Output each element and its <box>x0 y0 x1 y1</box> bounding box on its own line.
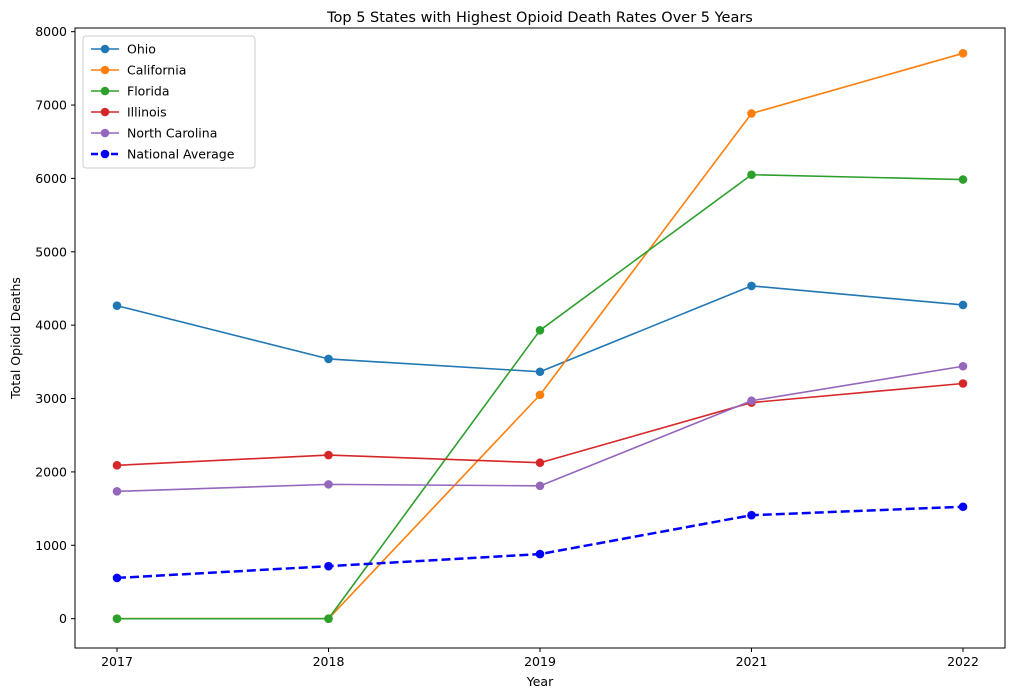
legend-swatch-marker-illinois <box>100 107 110 117</box>
series-florida <box>112 170 968 623</box>
data-point-national-average <box>958 502 968 512</box>
data-point-florida <box>535 325 545 335</box>
data-point-national-average <box>535 549 545 559</box>
legend-swatch-marker-national-average <box>100 149 110 159</box>
legend-label-california: California <box>127 63 186 78</box>
legend-swatch-marker-california <box>100 65 110 75</box>
legend-label-illinois: Illinois <box>127 105 167 120</box>
x-tick-label: 2021 <box>736 654 768 669</box>
data-point-ohio <box>112 301 122 311</box>
x-tick-label: 2018 <box>313 654 345 669</box>
y-tick-label: 5000 <box>35 244 67 259</box>
data-point-north-carolina <box>535 481 545 491</box>
series-north-carolina <box>112 361 968 496</box>
data-point-florida <box>958 175 968 184</box>
data-point-ohio <box>535 367 545 377</box>
legend-label-national-average: National Average <box>127 147 235 162</box>
data-point-ohio <box>324 354 333 364</box>
y-tick-label: 0 <box>59 611 67 626</box>
data-point-florida <box>747 170 756 180</box>
data-point-illinois <box>958 379 968 388</box>
y-tick-label: 4000 <box>35 318 67 333</box>
legend-swatch-marker-north-carolina <box>100 128 110 138</box>
data-point-florida <box>324 614 333 623</box>
data-point-north-carolina <box>958 361 968 371</box>
x-tick-label: 2022 <box>947 654 979 669</box>
y-tick-label: 7000 <box>35 98 67 113</box>
legend-label-north-carolina: North Carolina <box>127 126 217 141</box>
y-tick-label: 1000 <box>35 538 67 553</box>
data-point-ohio <box>958 300 968 310</box>
legend-label-ohio: Ohio <box>127 42 156 57</box>
data-point-national-average <box>112 573 122 583</box>
series-national-average <box>112 502 968 583</box>
y-tick-label: 3000 <box>35 391 67 406</box>
legend-label-florida: Florida <box>127 84 170 99</box>
x-tick-label: 2019 <box>524 654 556 669</box>
data-point-illinois <box>535 458 545 468</box>
data-point-north-carolina <box>324 480 333 489</box>
data-point-california <box>958 49 968 58</box>
legend-swatch-marker-florida <box>100 86 110 96</box>
chart-title: Top 5 States with Highest Opioid Death R… <box>326 10 753 26</box>
data-point-california <box>747 109 756 118</box>
data-point-illinois <box>324 450 333 460</box>
data-point-ohio <box>747 281 756 291</box>
y-tick-label: 2000 <box>35 464 67 479</box>
y-axis: 0 1000 2000 3000 4000 5000 6000 7000 8000 <box>35 24 75 626</box>
data-point-north-carolina <box>112 487 122 496</box>
y-tick-label: 8000 <box>35 24 67 39</box>
plot-area <box>112 49 968 623</box>
y-axis-label: Total Opioid Deaths <box>8 277 23 400</box>
data-point-california <box>535 390 545 400</box>
data-point-florida <box>112 614 122 623</box>
data-point-national-average <box>747 510 756 520</box>
x-tick-label: 2017 <box>101 654 133 669</box>
x-axis-label: Year <box>526 674 554 689</box>
series-ohio <box>112 281 968 377</box>
legend: Ohio California Florida Illinois North Carol… <box>82 35 256 169</box>
legend-frame <box>82 35 256 169</box>
data-point-national-average <box>324 561 333 571</box>
data-point-illinois <box>112 461 122 470</box>
data-point-north-carolina <box>747 396 756 406</box>
legend-swatch-marker-ohio <box>100 44 110 54</box>
y-tick-label: 6000 <box>35 171 67 186</box>
x-axis: 2017 2018 2019 2021 2022 <box>101 648 979 669</box>
